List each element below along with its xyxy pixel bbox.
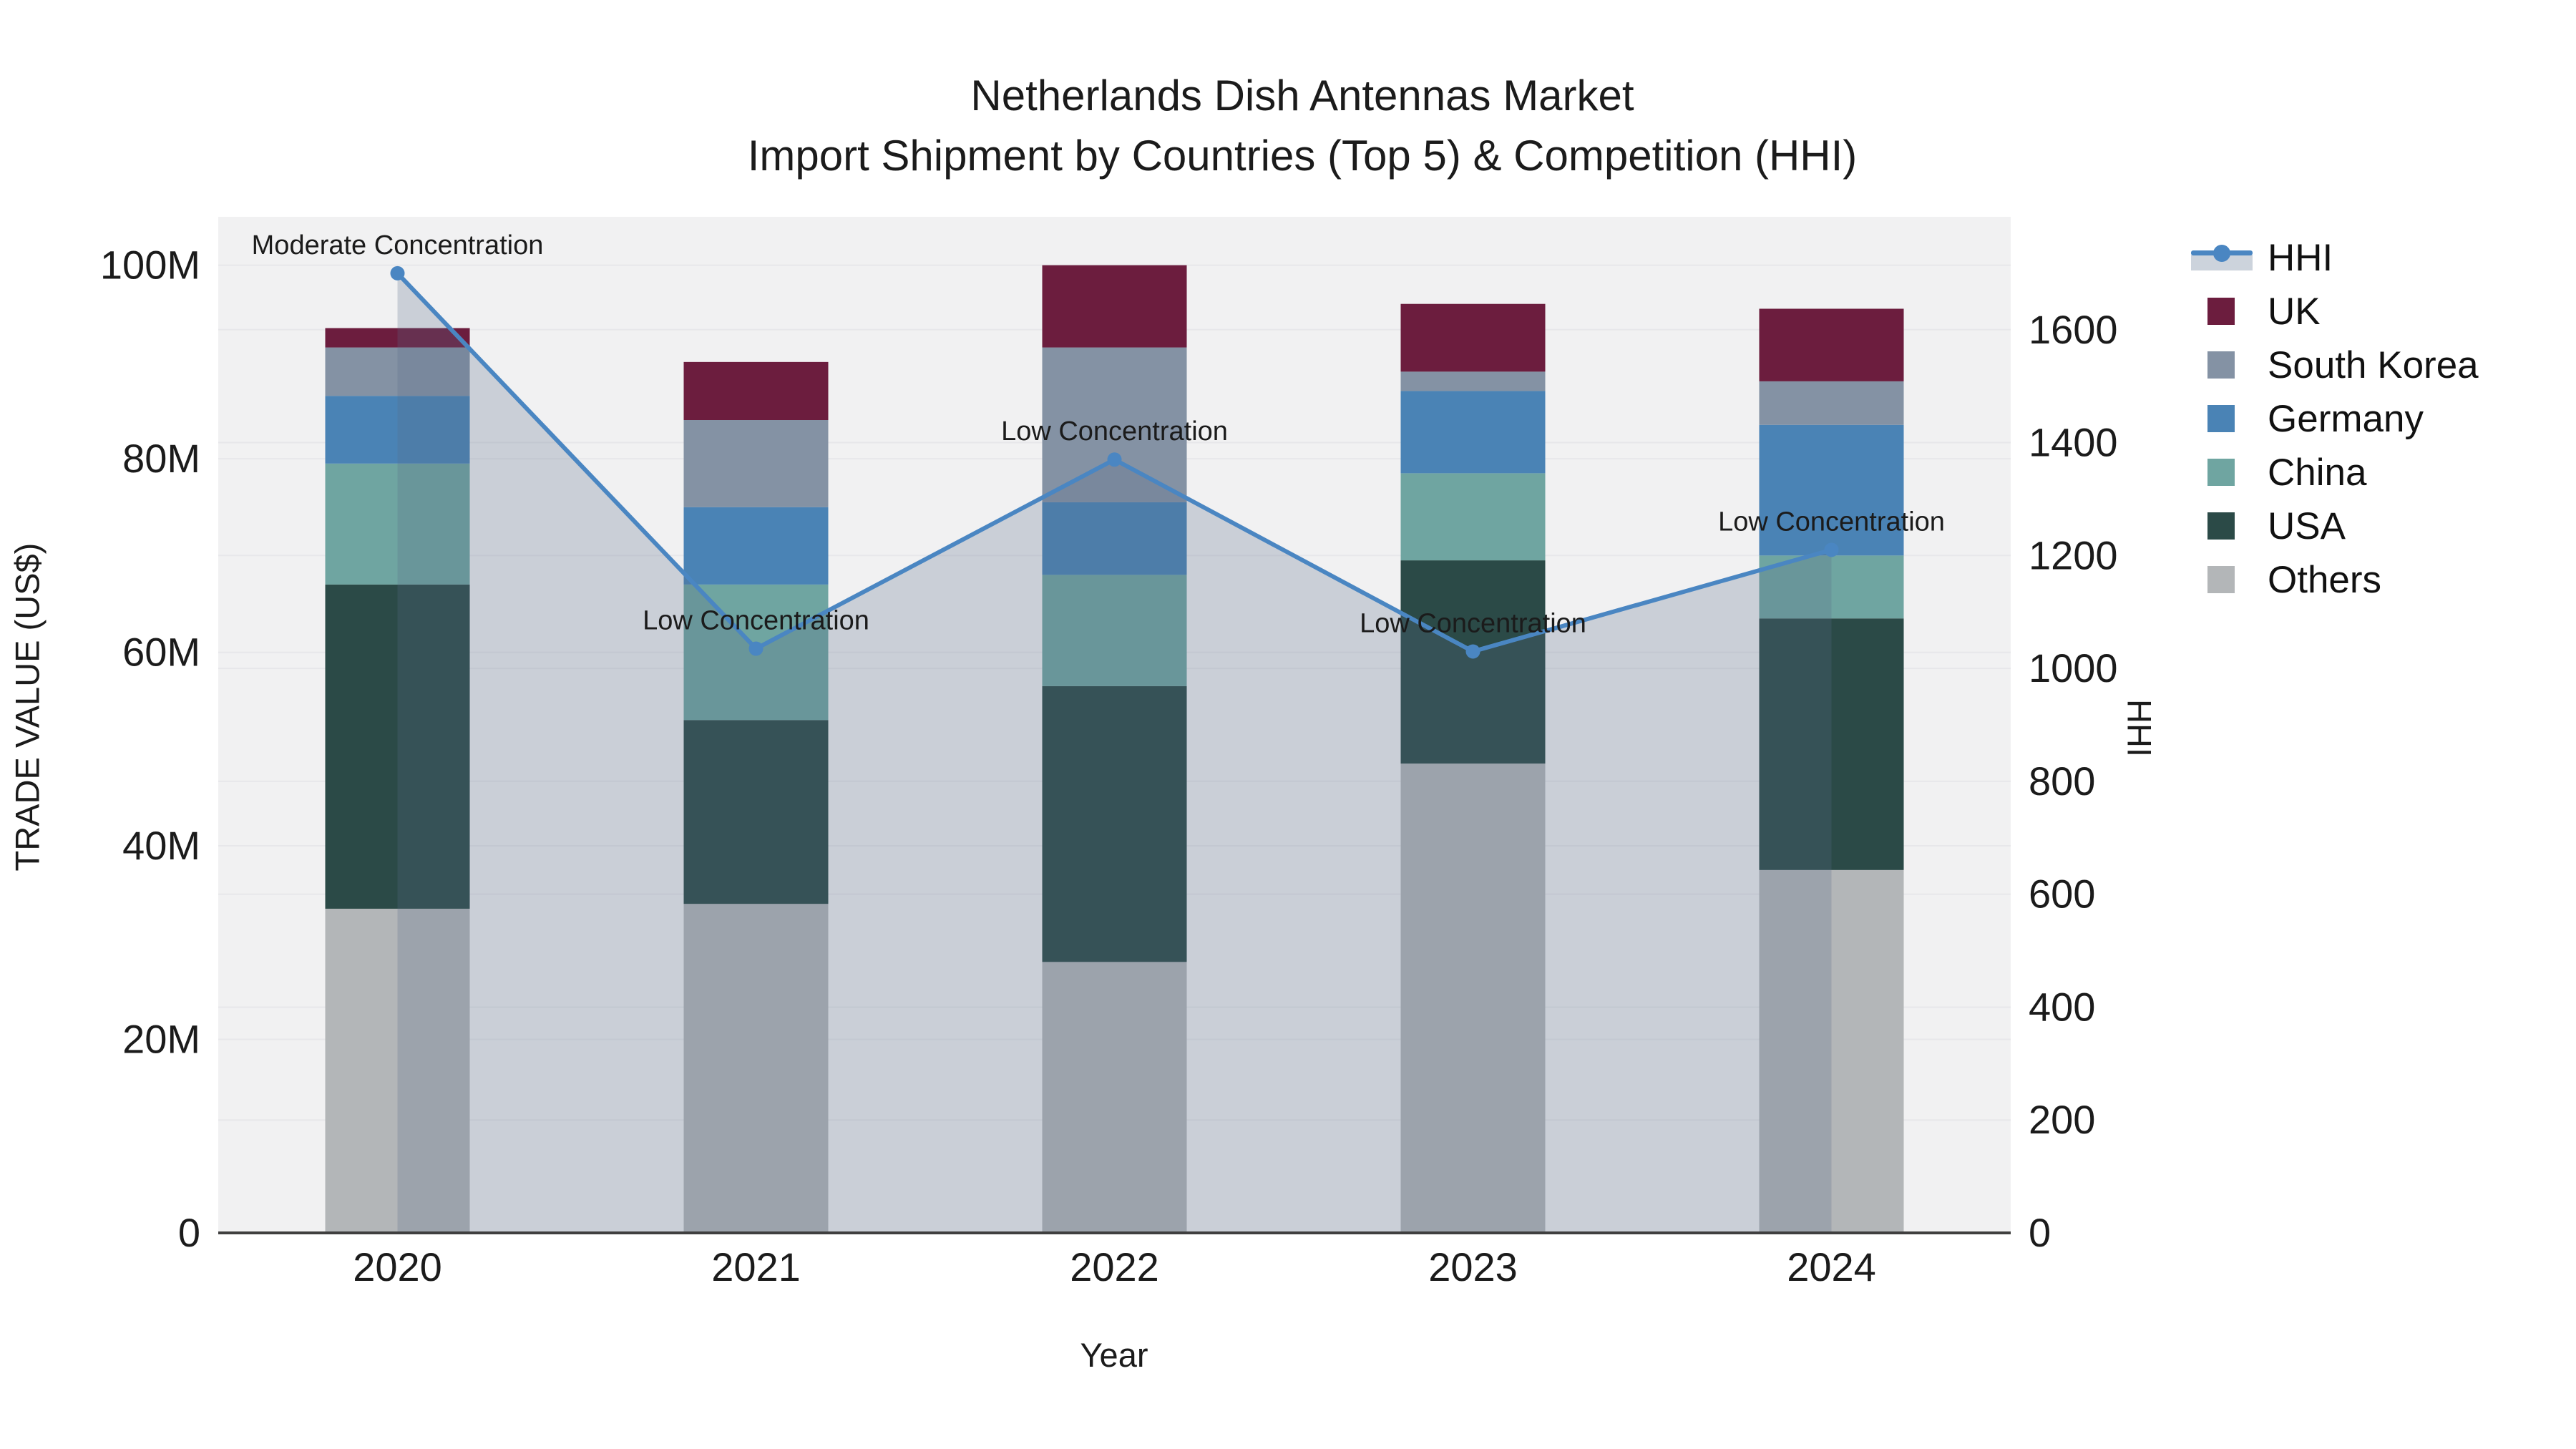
bar-segment-usa-2021[interactable] — [683, 720, 829, 904]
bar-segment-south-korea-2023[interactable] — [1400, 371, 1546, 391]
bar-segment-uk-2020[interactable] — [325, 328, 470, 348]
bar-segment-germany-2022[interactable] — [1042, 502, 1187, 575]
bar-segment-south-korea-2022[interactable] — [1042, 347, 1187, 502]
bar-segment-usa-2020[interactable] — [325, 584, 470, 909]
legend-item-label: UK — [2268, 290, 2321, 333]
bar-segment-others-2020[interactable] — [325, 908, 470, 1233]
y-axis-left-title: TRADE VALUE (US$) — [8, 542, 47, 872]
legend-item-label: South Korea — [2268, 343, 2479, 386]
x-tick-2024: 2024 — [1787, 1244, 1876, 1289]
y-left-tick-40M: 40M — [122, 823, 200, 868]
bar-segment-germany-2024[interactable] — [1759, 424, 1904, 556]
legend-item-germany[interactable]: Germany — [2191, 391, 2424, 446]
y-right-tick-1200: 1200 — [2029, 532, 2118, 577]
legend-item-china[interactable]: China — [2191, 445, 2366, 499]
bar-segment-others-2021[interactable] — [683, 904, 829, 1233]
annotation-2023: Low Concentration — [1360, 608, 1586, 638]
legend-item-label: China — [2268, 451, 2367, 494]
bar-segment-germany-2021[interactable] — [683, 507, 829, 585]
y-right-tick-400: 400 — [2029, 984, 2095, 1029]
annotation-2021: Low Concentration — [643, 606, 869, 636]
bar-segment-china-2024[interactable] — [1759, 555, 1904, 619]
bar-segment-others-2023[interactable] — [1400, 763, 1546, 1233]
bar-segment-china-2022[interactable] — [1042, 575, 1187, 686]
legend-item-others[interactable]: Others — [2191, 552, 2381, 607]
hhi-marker-2023[interactable] — [1465, 644, 1480, 659]
legend-item-label: Others — [2268, 558, 2382, 601]
hhi-marker-2022[interactable] — [1107, 452, 1122, 467]
legend-swatch-icon — [2207, 351, 2235, 379]
legend-swatch-icon — [2207, 405, 2235, 432]
y-left-tick-60M: 60M — [122, 630, 200, 675]
legend-item-south-korea[interactable]: South Korea — [2191, 338, 2479, 392]
chart-title-line1: Netherlands Dish Antennas Market — [970, 72, 1634, 119]
bar-segment-south-korea-2021[interactable] — [683, 420, 829, 507]
y-axis-right-title: HHI — [2120, 699, 2159, 757]
legend-swatch-icon — [2207, 459, 2235, 486]
bar-segment-uk-2023[interactable] — [1400, 303, 1546, 372]
annotation-2024: Low Concentration — [1718, 507, 1945, 537]
x-tick-2023: 2023 — [1428, 1244, 1518, 1289]
bar-segment-germany-2023[interactable] — [1400, 391, 1546, 474]
legend-item-hhi[interactable]: HHI — [2191, 230, 2333, 285]
hhi-line-swatch-icon — [2191, 243, 2253, 272]
y-left-tick-80M: 80M — [122, 436, 200, 481]
legend-swatch-icon — [2207, 298, 2235, 325]
legend-item-uk[interactable]: UK — [2191, 284, 2321, 338]
bar-segment-germany-2020[interactable] — [325, 396, 470, 464]
legend-item-usa[interactable]: USA — [2191, 499, 2346, 553]
y-left-tick-0: 0 — [178, 1210, 200, 1255]
hhi-area-fill — [397, 273, 1832, 1233]
chart-title-line2: Import Shipment by Countries (Top 5) & C… — [747, 132, 1858, 180]
bar-segment-usa-2024[interactable] — [1759, 618, 1904, 870]
bar-segment-usa-2022[interactable] — [1042, 686, 1187, 962]
chart-title: Netherlands Dish Antennas Market Import … — [14, 66, 2576, 186]
x-tick-2021: 2021 — [711, 1244, 801, 1289]
legend-swatch-icon — [2207, 512, 2235, 540]
bar-segment-uk-2021[interactable] — [683, 361, 829, 420]
legend-swatch-icon — [2207, 566, 2235, 593]
legend-item-label: USA — [2268, 504, 2346, 547]
bar-segment-usa-2023[interactable] — [1400, 560, 1546, 764]
x-tick-2020: 2020 — [353, 1244, 442, 1289]
annotation-2022: Low Concentration — [1001, 416, 1228, 447]
legend-item-label: Germany — [2268, 397, 2424, 440]
hhi-marker-2020[interactable] — [390, 265, 405, 280]
x-axis-title: Year — [1080, 1336, 1148, 1374]
x-tick-2022: 2022 — [1070, 1244, 1159, 1289]
y-right-tick-200: 200 — [2029, 1097, 2095, 1142]
y-left-tick-20M: 20M — [122, 1017, 200, 1062]
hhi-marker-2021[interactable] — [748, 641, 763, 656]
y-left-tick-100M: 100M — [100, 243, 200, 288]
bar-segment-china-2023[interactable] — [1400, 473, 1546, 561]
y-right-tick-600: 600 — [2029, 872, 2095, 917]
bar-segment-south-korea-2024[interactable] — [1759, 381, 1904, 425]
y-right-tick-1000: 1000 — [2029, 645, 2118, 691]
legend-item-label: HHI — [2268, 236, 2333, 279]
y-right-tick-0: 0 — [2029, 1210, 2051, 1255]
hhi-marker-2024[interactable] — [1824, 542, 1839, 557]
annotation-2020: Moderate Concentration — [252, 230, 544, 260]
bar-segment-others-2024[interactable] — [1759, 869, 1904, 1233]
bar-segment-others-2022[interactable] — [1042, 962, 1187, 1233]
y-right-tick-1600: 1600 — [2029, 307, 2118, 352]
bar-segment-uk-2022[interactable] — [1042, 265, 1187, 348]
y-right-tick-1400: 1400 — [2029, 420, 2118, 465]
bar-segment-south-korea-2020[interactable] — [325, 347, 470, 396]
bar-segment-china-2020[interactable] — [325, 463, 470, 585]
y-right-tick-800: 800 — [2029, 758, 2095, 804]
bar-segment-uk-2024[interactable] — [1759, 308, 1904, 381]
